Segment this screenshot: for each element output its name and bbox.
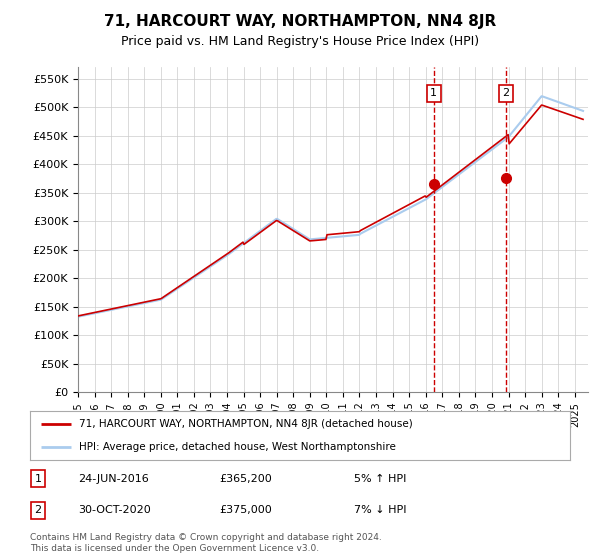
Text: 5% ↑ HPI: 5% ↑ HPI (354, 474, 406, 484)
Text: 1: 1 (35, 474, 41, 484)
Text: £365,200: £365,200 (219, 474, 272, 484)
Text: 2: 2 (502, 88, 509, 98)
Text: £375,000: £375,000 (219, 505, 272, 515)
Text: 24-JUN-2016: 24-JUN-2016 (79, 474, 149, 484)
Text: 7% ↓ HPI: 7% ↓ HPI (354, 505, 407, 515)
Text: Contains HM Land Registry data © Crown copyright and database right 2024.
This d: Contains HM Land Registry data © Crown c… (30, 533, 382, 553)
Text: HPI: Average price, detached house, West Northamptonshire: HPI: Average price, detached house, West… (79, 442, 395, 452)
Text: 1: 1 (430, 88, 437, 98)
Text: Price paid vs. HM Land Registry's House Price Index (HPI): Price paid vs. HM Land Registry's House … (121, 35, 479, 48)
Text: 30-OCT-2020: 30-OCT-2020 (79, 505, 151, 515)
Text: 71, HARCOURT WAY, NORTHAMPTON, NN4 8JR: 71, HARCOURT WAY, NORTHAMPTON, NN4 8JR (104, 14, 496, 29)
Text: 71, HARCOURT WAY, NORTHAMPTON, NN4 8JR (detached house): 71, HARCOURT WAY, NORTHAMPTON, NN4 8JR (… (79, 419, 412, 430)
Text: 2: 2 (35, 505, 41, 515)
